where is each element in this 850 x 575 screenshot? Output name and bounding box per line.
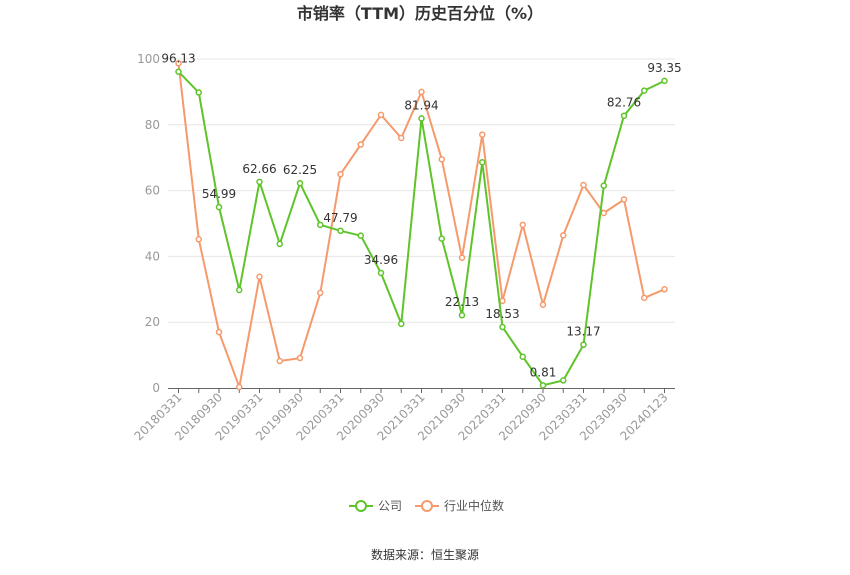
legend-company-marker	[355, 500, 367, 512]
industry-point[interactable]	[175, 60, 182, 67]
y-tick-label: 0	[152, 381, 160, 395]
data-label: 0.81	[530, 365, 557, 379]
legend-item-industry[interactable]: 行业中位数	[415, 498, 504, 513]
company-point[interactable]	[236, 286, 243, 294]
industry-point[interactable]	[560, 232, 567, 239]
company-point[interactable]	[256, 178, 263, 186]
industry-point[interactable]	[661, 286, 668, 293]
industry-point[interactable]	[438, 156, 445, 163]
data-label: 93.35	[647, 61, 681, 75]
data-labels: 96.13 54.99 62.66 62.25 47.79 34.96 81.94 22.13…	[161, 52, 681, 380]
y-tick-label: 40	[145, 249, 160, 263]
chart-title: 市销率（TTM）历史百分位（%）	[297, 4, 543, 23]
industry-point[interactable]	[519, 221, 526, 229]
company-point[interactable]	[479, 159, 486, 166]
industry-point[interactable]	[195, 236, 202, 243]
data-source: 数据来源：恒生聚源	[371, 547, 479, 562]
company-point[interactable]	[600, 182, 607, 189]
company-point[interactable]	[276, 240, 283, 248]
company-point[interactable]	[337, 227, 344, 235]
industry-point[interactable]	[418, 88, 425, 96]
data-label: 47.79	[323, 211, 357, 225]
data-label: 22.13	[445, 295, 479, 309]
company-point[interactable]	[519, 353, 526, 360]
company-point[interactable]	[620, 112, 628, 119]
data-label: 82.76	[607, 96, 641, 110]
company-point[interactable]	[458, 311, 466, 319]
company-point[interactable]	[317, 221, 324, 229]
industry-point[interactable]	[641, 294, 648, 302]
industry-point[interactable]	[499, 297, 506, 305]
industry-point[interactable]	[580, 181, 587, 189]
legend-item-company[interactable]: 公司	[349, 499, 402, 513]
series-company	[175, 68, 668, 389]
company-point[interactable]	[539, 382, 547, 389]
industry-point[interactable]	[398, 134, 405, 142]
legend[interactable]: 公司 行业中位数	[349, 498, 504, 513]
grid-lines	[168, 58, 675, 323]
company-point[interactable]	[641, 87, 648, 94]
industry-point[interactable]	[539, 301, 547, 309]
industry-point[interactable]	[337, 170, 344, 178]
industry-point[interactable]	[458, 254, 466, 261]
company-point[interactable]	[438, 235, 445, 242]
industry-point[interactable]	[377, 111, 385, 119]
legend-industry-marker	[421, 500, 433, 512]
company-point[interactable]	[398, 320, 405, 328]
data-label: 96.13	[161, 52, 195, 66]
x-axis: 2018033120180930201903312019093020200331…	[132, 388, 675, 443]
company-point[interactable]	[560, 377, 567, 384]
company-point[interactable]	[215, 203, 223, 211]
y-tick-label: 100	[137, 52, 160, 66]
y-axis: 0 20 40 60 80 100	[137, 52, 160, 395]
y-tick-label: 80	[145, 118, 160, 132]
company-point[interactable]	[377, 269, 385, 277]
industry-point[interactable]	[256, 273, 263, 281]
legend-company-label: 公司	[378, 499, 402, 513]
industry-point[interactable]	[215, 328, 223, 336]
company-point[interactable]	[661, 77, 668, 85]
company-point[interactable]	[418, 115, 425, 122]
industry-point[interactable]	[620, 196, 628, 203]
company-point[interactable]	[296, 179, 304, 187]
y-tick-label: 60	[145, 184, 160, 198]
industry-point[interactable]	[296, 354, 304, 362]
data-label: 62.25	[283, 163, 317, 177]
industry-point[interactable]	[276, 357, 283, 365]
data-label: 34.96	[364, 253, 398, 267]
data-label: 13.17	[566, 325, 600, 339]
series-industry	[175, 60, 668, 391]
company-point[interactable]	[195, 89, 202, 96]
company-point[interactable]	[580, 341, 587, 348]
data-label: 18.53	[485, 307, 519, 321]
industry-point[interactable]	[317, 289, 324, 297]
industry-point[interactable]	[600, 209, 607, 217]
company-point[interactable]	[499, 323, 506, 331]
industry-point[interactable]	[236, 383, 243, 391]
data-label: 54.99	[202, 187, 236, 201]
company-point[interactable]	[357, 232, 364, 239]
data-label: 81.94	[404, 98, 438, 112]
y-tick-label: 20	[145, 315, 160, 329]
data-label: 62.66	[242, 162, 276, 176]
industry-point[interactable]	[479, 131, 486, 138]
company-point[interactable]	[175, 68, 182, 75]
legend-industry-label: 行业中位数	[444, 498, 504, 513]
industry-point[interactable]	[357, 141, 364, 148]
